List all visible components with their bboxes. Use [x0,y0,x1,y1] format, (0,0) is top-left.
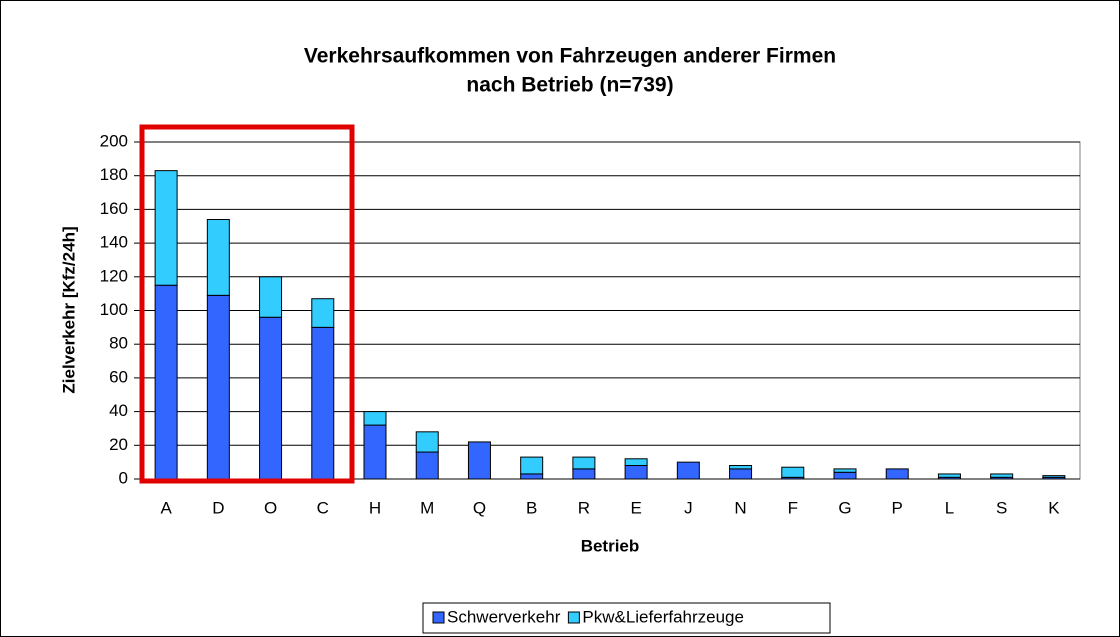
bar-segment [729,465,753,470]
bar-segment [311,326,335,480]
x-tick-label: N [734,498,746,517]
bar-segment [676,461,700,480]
x-tick-label: R [578,498,590,517]
y-tick-label: 0 [119,468,128,487]
bar-segment [467,441,491,480]
bar-segment [937,473,961,478]
bar-segment [572,456,596,470]
bar-segment [990,473,1014,478]
bar-segment [415,431,439,453]
legend-swatch [432,611,445,624]
bar-segment [572,468,596,480]
bar-segment [520,456,544,475]
x-tick-label: E [630,498,641,517]
y-tick-label: 200 [100,131,128,150]
y-tick-label: 80 [109,334,128,353]
legend-swatch [567,611,580,624]
bar-segment [206,294,230,480]
bar-segment [206,219,230,296]
legend-label: Schwerverkehr [447,607,561,626]
chart-title: Verkehrsaufkommen von Fahrzeugen anderer… [304,45,836,68]
x-tick-label: L [945,498,954,517]
y-tick-label: 100 [100,300,128,319]
bar-segment [259,276,283,318]
x-tick-label: B [526,498,537,517]
x-tick-label: G [838,498,851,517]
bar-segment [311,298,335,328]
y-tick-label: 20 [109,435,128,454]
x-tick-label: S [996,498,1007,517]
bar-segment [363,424,387,480]
x-tick-label: O [264,498,277,517]
y-tick-label: 160 [100,199,128,218]
bar-segment [833,468,857,473]
x-tick-label: D [212,498,224,517]
y-tick-label: 120 [100,266,128,285]
bar-segment [520,473,544,480]
y-axis-label: Zielverkehr [Kfz/24h] [59,226,78,393]
bar-segment [259,316,283,480]
x-tick-label: A [160,498,172,517]
x-tick-label: Q [473,498,486,517]
legend-label: Pkw&Lieferfahrzeuge [582,607,744,626]
legend [422,602,831,634]
x-tick-label: M [420,498,434,517]
x-tick-label: P [892,498,903,517]
bar-segment [1042,475,1066,478]
bar-segment [624,458,648,467]
bar-segment [781,466,805,478]
x-tick-label: F [788,498,798,517]
x-tick-label: H [369,498,381,517]
x-tick-label: J [684,498,693,517]
x-tick-label: K [1048,498,1060,517]
x-axis-label: Betrieb [581,536,640,555]
highlight-box [139,124,355,484]
bar-segment [363,411,387,426]
bar-segment [729,468,753,480]
bar-segment [154,170,178,286]
y-tick-label: 140 [100,233,128,252]
bar-segment [154,284,178,480]
bar-segment [624,465,648,480]
x-tick-label: C [317,498,329,517]
bar-segment [885,468,909,480]
bar-segment [415,451,439,480]
y-tick-label: 60 [109,367,128,386]
y-tick-label: 180 [100,165,128,184]
chart-title: nach Betrieb (n=739) [466,74,673,97]
bar-segment [833,471,857,480]
y-tick-label: 40 [109,401,128,420]
